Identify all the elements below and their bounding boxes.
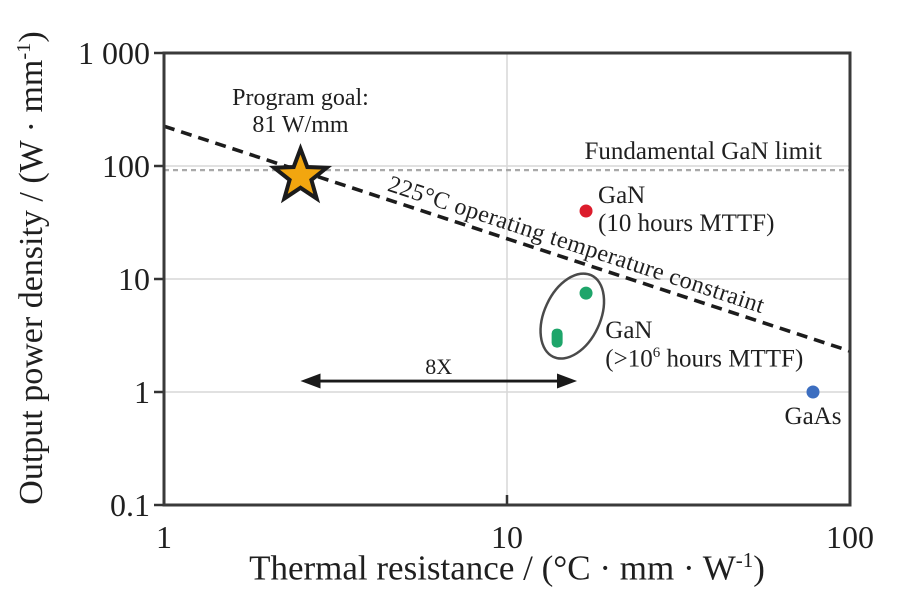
y-tick-label-0.1: 0.1 bbox=[110, 487, 150, 523]
gaas-label: GaAs bbox=[784, 403, 842, 430]
program-goal-star-marker bbox=[268, 143, 333, 204]
y-axis-title-text: Output power density / (W · mm bbox=[13, 59, 51, 505]
gan-10-hours-label-line1: GaN bbox=[598, 181, 646, 209]
gan-10-hours-label-line2: (10 hours MTTF) bbox=[598, 209, 775, 237]
gan-1e6-hours-label-line1: GaN bbox=[605, 317, 653, 345]
y-axis-title-superscript: -1 bbox=[12, 42, 35, 60]
improvement-arrow-left-head bbox=[300, 373, 321, 389]
arrow-8x-label: 8X bbox=[425, 354, 453, 380]
x-axis-title-superscript: -1 bbox=[735, 548, 754, 572]
x-tick-label-10: 10 bbox=[491, 519, 523, 555]
gan-1e6-hours-label: GaN (>106 hours MTTF) bbox=[605, 317, 803, 373]
program-goal-label: Program goal: 81 W/mm bbox=[232, 85, 369, 139]
gan-1e6-hours-mttf-marker-1 bbox=[551, 328, 563, 348]
program-goal-label-line2: 81 W/mm bbox=[252, 112, 349, 139]
y-tick-label-100: 100 bbox=[102, 148, 150, 184]
temperature-constraint-line bbox=[163, 124, 851, 353]
y-tick-label-10: 10 bbox=[118, 261, 150, 297]
y-axis-title: Output power density / (W · mm-1) bbox=[13, 31, 51, 504]
gan-10-hours-label: GaN (10 hours MTTF) bbox=[598, 182, 774, 238]
y-tick-label-1: 1 bbox=[134, 374, 150, 410]
fundamental-gan-limit-label: Fundamental GaN limit bbox=[584, 138, 822, 166]
y-tick-label-1000: 1 000 bbox=[78, 35, 150, 71]
plot-border bbox=[162, 51, 852, 507]
gaas-marker-0 bbox=[806, 385, 820, 399]
gan-1e6-highlight-ellipse bbox=[539, 272, 606, 360]
improvement-arrow-right-head bbox=[557, 373, 578, 389]
x-axis-title-text: Thermal resistance / (°C · mm · W bbox=[249, 548, 736, 588]
program-goal-label-line1: Program goal: bbox=[232, 85, 369, 112]
gan-1e6-open: (>10 bbox=[605, 345, 653, 373]
x-axis-title: Thermal resistance / (°C · mm · W-1) bbox=[249, 548, 765, 589]
gan-10-hours-mttf-marker-0 bbox=[579, 204, 593, 218]
gan-1e6-close: hours MTTF) bbox=[660, 345, 804, 373]
x-axis-title-close: ) bbox=[753, 548, 765, 588]
gan-1e6-hours-mttf-marker-0 bbox=[579, 286, 593, 300]
gan-1e6-hours-label-line2: (>106 hours MTTF) bbox=[605, 345, 803, 373]
gan-1e6-superscript: 6 bbox=[652, 345, 661, 362]
x-tick-label-1: 1 bbox=[156, 519, 172, 555]
y-axis-title-close: ) bbox=[13, 31, 51, 43]
x-tick-label-100: 100 bbox=[826, 519, 874, 555]
